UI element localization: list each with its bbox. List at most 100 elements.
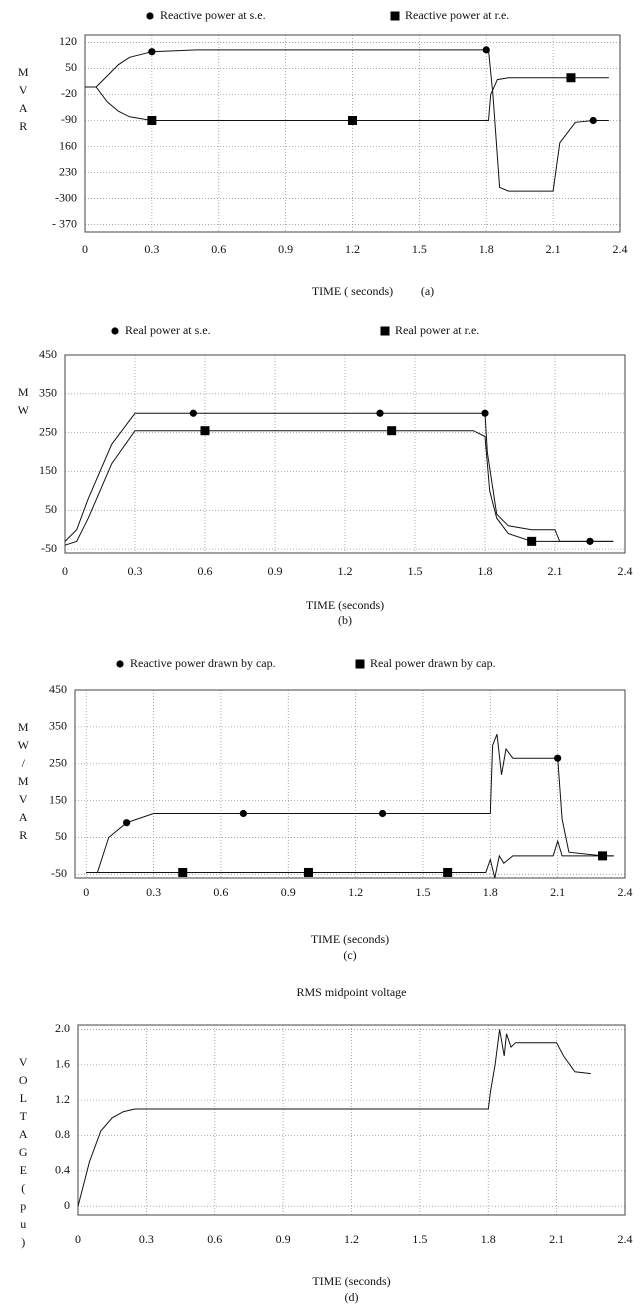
x-axis-label: TIME ( seconds) <box>312 284 393 298</box>
marker <box>378 809 387 818</box>
x-tick-label: 0.3 <box>139 1232 154 1246</box>
x-tick-label: 1.2 <box>348 885 363 899</box>
legend-marker <box>116 660 124 668</box>
y-tick-label: 1.6 <box>55 1057 70 1071</box>
marker <box>481 409 489 417</box>
marker <box>200 426 210 436</box>
y-tick-label: 150 <box>39 463 57 477</box>
y-tick-label: -50 <box>41 541 57 555</box>
x-tick-label: 1.2 <box>345 242 360 256</box>
x-tick-label: 2.1 <box>546 242 561 256</box>
x-tick-label: 0 <box>82 242 88 256</box>
y-tick-label: -20 <box>61 86 77 100</box>
y-tick-label: -300 <box>55 190 77 204</box>
x-tick-label: 2.4 <box>618 564 633 578</box>
x-axis-label: TIME (seconds) <box>311 932 389 946</box>
x-tick-label: 0 <box>75 1232 81 1246</box>
x-tick-label: 0 <box>83 885 89 899</box>
y-tick-label: 350 <box>49 719 67 733</box>
x-tick-label: 2.4 <box>618 1232 633 1246</box>
marker <box>178 867 188 877</box>
series-line <box>64 430 614 546</box>
marker <box>566 73 576 83</box>
x-tick-label: 0.9 <box>278 242 293 256</box>
x-tick-label: 0.3 <box>144 242 159 256</box>
y-tick-label: 50 <box>45 502 57 516</box>
plot-frame <box>77 1024 626 1216</box>
x-tick-label: 1.5 <box>412 242 427 256</box>
series-line <box>86 734 614 873</box>
y-tick-label: 1.2 <box>55 1092 70 1106</box>
plot-frame <box>74 689 626 879</box>
x-axis-label: TIME (seconds) <box>312 1274 390 1288</box>
marker <box>527 536 537 546</box>
x-tick-label: 0 <box>62 564 68 578</box>
y-tick-label: -90 <box>61 112 77 126</box>
marker <box>348 115 357 125</box>
x-tick-label: 2.1 <box>549 1232 564 1246</box>
x-tick-label: 1.2 <box>338 564 353 578</box>
y-axis-label: MW/MVAR <box>16 720 30 846</box>
y-tick-label: 250 <box>39 424 57 438</box>
chart-title: RMS midpoint voltage <box>296 985 406 999</box>
series-line <box>85 77 609 121</box>
x-tick-label: 1.8 <box>479 242 494 256</box>
x-tick-label: 0.6 <box>213 885 228 899</box>
y-tick-label: 0.4 <box>55 1163 70 1177</box>
x-tick-label: 2.4 <box>613 242 628 256</box>
legend-label: Reactive power at s.e. <box>160 8 266 22</box>
marker <box>147 115 157 125</box>
y-tick-label: 0 <box>64 1198 70 1212</box>
x-tick-label: 0.6 <box>207 1232 222 1246</box>
panel-caption: (a) <box>421 284 434 298</box>
x-tick-label: 1.2 <box>344 1232 359 1246</box>
y-tick-label: 250 <box>49 755 67 769</box>
x-tick-label: 0.6 <box>198 564 213 578</box>
marker <box>376 409 384 417</box>
plot-frame <box>64 354 626 554</box>
panel-caption: (d) <box>345 1290 359 1304</box>
marker <box>482 46 490 54</box>
marker <box>443 867 453 877</box>
y-tick-label: 350 <box>39 386 57 400</box>
y-tick-label: 50 <box>65 60 77 74</box>
marker <box>123 819 131 827</box>
legend-marker <box>355 659 365 669</box>
y-tick-label: 150 <box>49 792 67 806</box>
marker <box>554 754 562 762</box>
x-tick-label: 1.8 <box>478 564 493 578</box>
x-tick-label: 0.6 <box>211 242 226 256</box>
panel-caption: (c) <box>343 948 356 962</box>
y-tick-label: 230 <box>59 164 77 178</box>
x-tick-label: 2.4 <box>618 885 633 899</box>
marker <box>189 409 197 417</box>
x-tick-label: 0.9 <box>281 885 296 899</box>
marker <box>239 809 247 818</box>
series-line <box>86 839 614 879</box>
y-axis-label: MW <box>16 385 30 421</box>
x-tick-label: 1.5 <box>412 1232 427 1246</box>
x-tick-label: 0.3 <box>128 564 143 578</box>
y-tick-label: 160 <box>59 138 77 152</box>
marker <box>589 116 597 125</box>
marker <box>303 867 313 877</box>
y-tick-label: 120 <box>59 34 77 48</box>
y-tick-label: - 370 <box>52 216 77 230</box>
y-axis-label: MVAR <box>16 65 30 137</box>
legend-marker <box>380 326 390 336</box>
series-line <box>64 412 614 542</box>
plot-frame <box>84 34 621 233</box>
y-tick-label: 2.0 <box>55 1021 70 1035</box>
x-axis-label: TIME (seconds) <box>306 598 384 612</box>
marker <box>387 426 397 436</box>
x-tick-label: 1.5 <box>415 885 430 899</box>
legend-marker <box>111 327 119 335</box>
legend-marker <box>390 11 400 21</box>
legend-label: Real power at s.e. <box>125 323 211 337</box>
x-tick-label: 0.9 <box>276 1232 291 1246</box>
legend-label: Real power drawn by cap. <box>370 656 496 670</box>
x-tick-label: 2.1 <box>548 564 563 578</box>
y-tick-label: 450 <box>49 682 67 696</box>
legend-label: Reactive power at r.e. <box>405 8 509 22</box>
x-tick-label: 1.8 <box>483 885 498 899</box>
